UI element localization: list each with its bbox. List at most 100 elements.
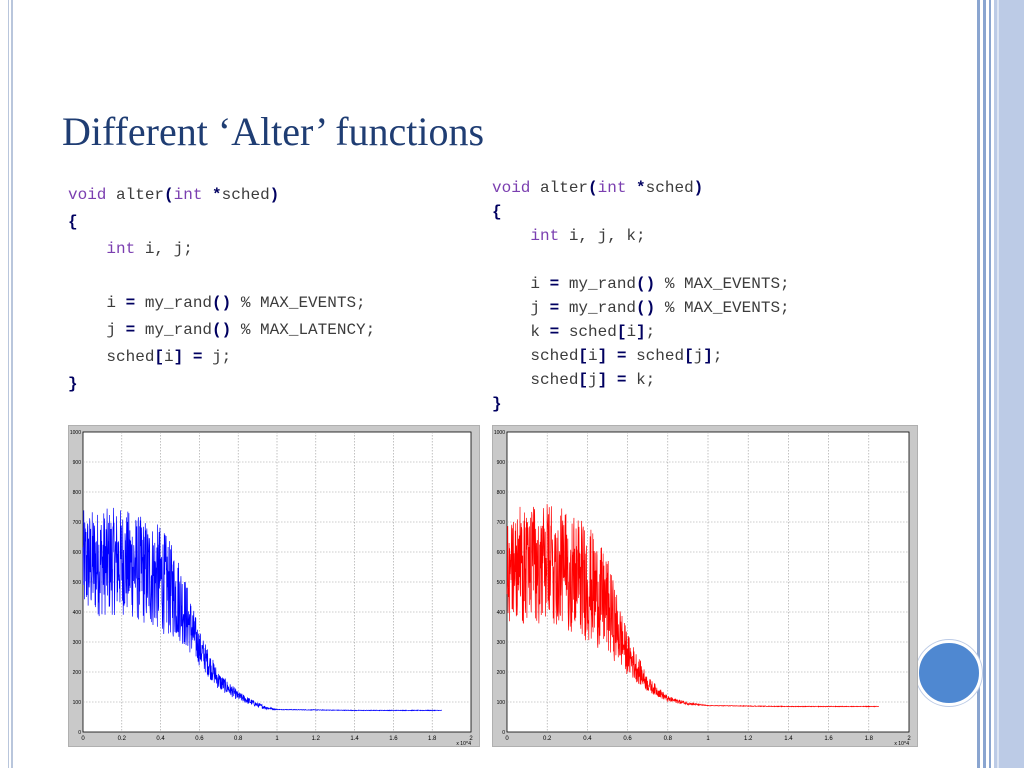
code-token: = <box>616 371 627 389</box>
plot-left: 0 0.2 0.4 0.6 0.8 1 1.2 1.4 1.6 1.8 2 0 100 200 300 400… <box>68 425 480 747</box>
x-tick-label: 0.8 <box>234 736 243 742</box>
band-separator <box>997 0 999 768</box>
code-token: k <box>492 323 550 341</box>
decorative-circle <box>916 640 982 706</box>
code-token: ) <box>269 186 280 204</box>
code-token <box>202 186 212 204</box>
code-token: int <box>530 227 560 245</box>
band-block <box>994 0 1024 768</box>
code-token: my_rand <box>559 275 637 293</box>
code-token: } <box>492 395 502 413</box>
x-tick-label: 1.2 <box>744 736 753 742</box>
code-token: ] <box>636 323 646 341</box>
y-tick-label: 800 <box>497 490 506 496</box>
code-token: k; <box>626 371 656 389</box>
x-tick-label: 0.4 <box>156 736 165 742</box>
code-token: j <box>693 347 704 365</box>
x-tick-label: 0 <box>505 736 509 742</box>
x-tick-label: 0.2 <box>118 736 127 742</box>
code-token: = <box>125 294 136 312</box>
code-token: sched <box>492 371 579 389</box>
code-token: ] <box>703 347 713 365</box>
y-tick-label: 500 <box>73 580 82 586</box>
code-token: j <box>68 321 126 339</box>
code-token: = <box>616 347 627 365</box>
code-token: ( <box>588 179 598 197</box>
x-tick-label: 1 <box>275 736 279 742</box>
code-line <box>492 248 790 272</box>
code-token: [ <box>616 323 627 341</box>
y-tick-label: 500 <box>497 580 506 586</box>
band-stripe <box>989 0 991 768</box>
x-tick-label: 1.6 <box>389 736 398 742</box>
code-token: j <box>588 371 598 389</box>
code-token: { <box>492 203 502 221</box>
code-token: my_rand <box>135 294 213 312</box>
code-token: i <box>68 294 126 312</box>
code-line: i = my_rand() % MAX_EVENTS; <box>68 290 375 317</box>
code-token: () <box>636 299 656 317</box>
code-token <box>607 347 617 365</box>
code-token <box>183 348 193 366</box>
code-token: () <box>212 321 232 339</box>
slide-title: Different ‘Alter’ functions <box>62 109 485 154</box>
y-tick-label: 800 <box>73 490 82 496</box>
y-tick-label: 600 <box>497 550 506 556</box>
code-block-right: void alter(int *sched){ int i, j, k; i =… <box>492 176 790 416</box>
code-token: j <box>492 299 550 317</box>
slide-side-band <box>977 0 1024 768</box>
x-tick-label: 1.8 <box>428 736 437 742</box>
x-tick-label: 1.6 <box>824 736 833 742</box>
x-tick-label: 1.4 <box>784 736 793 742</box>
band-stripe <box>983 0 986 768</box>
band-stripe <box>977 0 980 768</box>
code-token: sched <box>68 348 155 366</box>
code-token: = <box>549 323 560 341</box>
code-token: = <box>125 321 136 339</box>
code-line: k = sched[i]; <box>492 320 790 344</box>
x-tick-label: 1.8 <box>865 736 874 742</box>
code-token: [ <box>684 347 694 365</box>
code-line: j = my_rand() % MAX_LATENCY; <box>68 317 375 344</box>
code-token: ] <box>597 347 608 365</box>
x-tick-label: 0.4 <box>583 736 592 742</box>
code-token: sched <box>221 186 270 204</box>
code-line: } <box>492 392 790 416</box>
code-token: [ <box>154 348 165 366</box>
code-token: % MAX_EVENTS; <box>231 294 366 312</box>
frame-line-left-inner <box>11 0 13 768</box>
code-token: my_rand <box>135 321 213 339</box>
y-tick-label: 700 <box>73 520 82 526</box>
plot-right: 0 0.2 0.4 0.6 0.8 1 1.2 1.4 1.6 1.8 2 0 100 200 300 400… <box>492 425 918 747</box>
code-token: alter <box>530 179 589 197</box>
code-token: = <box>549 275 560 293</box>
code-token: sched <box>492 347 579 365</box>
x-tick-label: 0.6 <box>195 736 204 742</box>
code-line: sched[i] = j; <box>68 344 375 371</box>
code-token: my_rand <box>559 299 637 317</box>
y-tick-label: 0 <box>78 730 81 736</box>
code-token: % MAX_LATENCY; <box>231 321 376 339</box>
code-token: ; <box>645 323 656 341</box>
code-line: i = my_rand() % MAX_EVENTS; <box>492 272 789 296</box>
chart-right-svg: 0 0.2 0.4 0.6 0.8 1 1.2 1.4 1.6 1.8 2 0 100 200 300 400… <box>494 430 911 746</box>
code-token: % MAX_EVENTS; <box>655 299 790 317</box>
y-tick-label: 100 <box>497 700 506 706</box>
y-tick-label: 900 <box>73 460 82 466</box>
code-token: ; <box>712 347 723 365</box>
code-line: sched[j] = k; <box>492 368 790 392</box>
y-tick-label: 400 <box>73 610 82 616</box>
x-tick-label: 2 <box>469 736 473 742</box>
frame-line-left <box>8 0 9 768</box>
code-token <box>68 240 106 258</box>
code-token: = <box>192 348 203 366</box>
code-line <box>68 263 375 290</box>
x-tick-label: 1 <box>706 736 710 742</box>
code-line: void alter(int *sched) <box>492 176 790 200</box>
code-token: ] <box>597 371 608 389</box>
y-tick-label: 400 <box>497 610 506 616</box>
code-token <box>492 227 530 245</box>
code-token: ] <box>173 348 184 366</box>
code-line: j = my_rand() % MAX_EVENTS; <box>492 296 790 320</box>
y-tick-label: 700 <box>497 520 506 526</box>
